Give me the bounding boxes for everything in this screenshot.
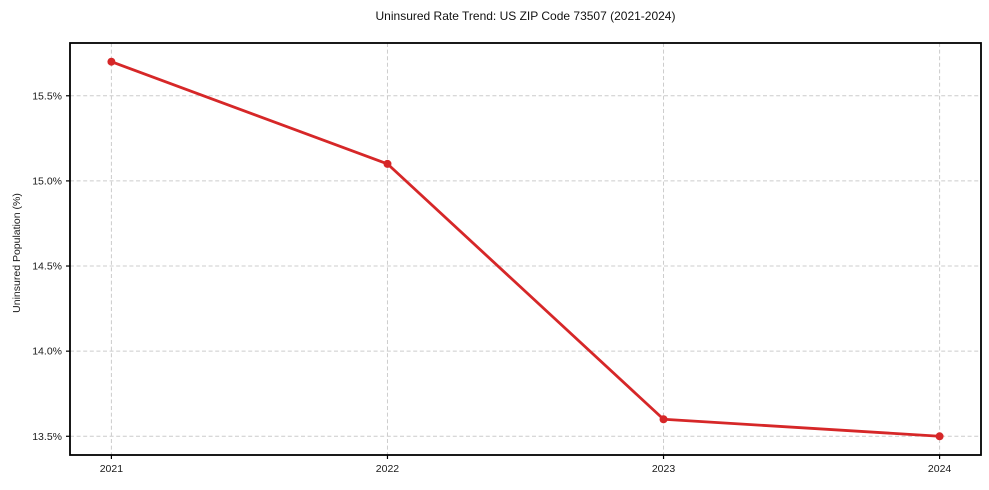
- chart-title: Uninsured Rate Trend: US ZIP Code 73507 …: [375, 9, 676, 23]
- trend-line: [110, 60, 941, 438]
- data-point-marker: [935, 432, 944, 441]
- data-point-marker: [383, 159, 392, 168]
- data-point-marker: [659, 415, 668, 424]
- y-tick-label: 15.0%: [32, 175, 62, 187]
- y-tick-label: 13.5%: [32, 431, 62, 443]
- x-tick-label: 2024: [928, 463, 952, 475]
- x-tick-label: 2021: [100, 463, 124, 475]
- plot-border: [69, 42, 982, 456]
- y-tick-label: 14.0%: [32, 346, 62, 358]
- x-tick-label: 2023: [652, 463, 676, 475]
- y-tick-label: 14.5%: [32, 261, 62, 273]
- data-point-marker: [107, 57, 116, 66]
- y-tick-label: 15.5%: [32, 90, 62, 102]
- y-axis-label-text: Uninsured Population (%): [11, 193, 23, 313]
- x-tick-label: 2022: [376, 463, 400, 475]
